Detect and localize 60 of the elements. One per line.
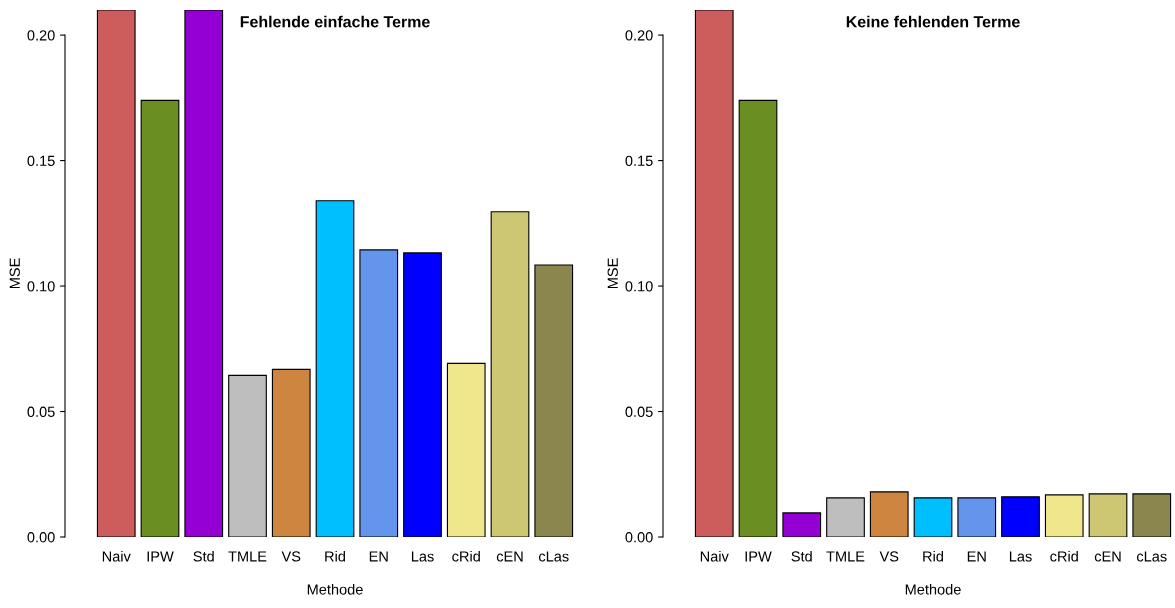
bar — [140, 99, 180, 537]
bar — [403, 252, 442, 537]
bar — [490, 211, 530, 537]
x-tick-label: cLas — [1136, 551, 1167, 562]
x-tick-label: cRid — [1050, 550, 1078, 562]
bar — [1044, 494, 1084, 537]
x-tick-label: EN — [369, 551, 388, 562]
y-tick-label: 0.10 — [625, 281, 653, 292]
y-tick-label: 0.20 — [27, 30, 55, 41]
x-tick-label: TMLE — [826, 551, 865, 562]
bar — [271, 368, 311, 537]
x-tick-label: cRid — [452, 550, 480, 562]
y-axis-title: MSE — [607, 258, 618, 289]
x-tick-label: Las — [411, 551, 434, 562]
y-tick-label: 0.15 — [27, 155, 55, 166]
y-tick-label: 0.00 — [625, 532, 653, 543]
x-tick-label: IPW — [147, 551, 174, 562]
x-tick-label: Rid — [923, 550, 943, 562]
bar — [782, 512, 822, 537]
x-tick-label: Rid — [325, 550, 345, 562]
bar — [184, 10, 224, 537]
x-axis-title: Methode — [307, 583, 363, 595]
x-tick-label: Naiv — [102, 550, 131, 562]
x-tick-label: Std — [193, 550, 214, 562]
bar — [228, 374, 267, 537]
bar — [359, 249, 399, 537]
y-tick-label: 0.05 — [27, 406, 55, 417]
y-tick-label: 0.05 — [625, 406, 653, 417]
x-tick-label: cLas — [538, 551, 569, 562]
bar — [913, 497, 953, 537]
bar — [1132, 493, 1172, 537]
x-tick-label: VS — [281, 551, 301, 562]
bar — [1001, 496, 1040, 537]
y-tick-label: 0.20 — [625, 30, 653, 41]
y-tick-label: 0.00 — [27, 532, 55, 543]
y-axis-title: MSE — [9, 258, 20, 289]
y-tick-label: 0.15 — [625, 155, 653, 166]
x-tick-label: Naiv — [700, 550, 729, 562]
x-axis-title: Methode — [905, 583, 961, 595]
x-tick-label: TMLE — [228, 551, 267, 562]
x-tick-label: Las — [1009, 551, 1032, 562]
bar — [694, 10, 734, 537]
bar — [869, 491, 909, 537]
x-tick-label: cEN — [1094, 551, 1121, 562]
bar — [534, 264, 574, 537]
y-tick-label: 0.10 — [27, 281, 55, 292]
bar — [1088, 493, 1128, 537]
chart-title: Fehlende einfache Terme — [240, 15, 430, 28]
bar — [826, 497, 865, 537]
bar — [738, 99, 778, 537]
chart-title: Keine fehlenden Terme — [846, 15, 1020, 28]
x-tick-label: VS — [879, 551, 899, 562]
x-tick-label: EN — [967, 551, 986, 562]
bar — [96, 10, 136, 537]
bar — [957, 497, 997, 537]
bar — [315, 200, 355, 537]
x-tick-label: cEN — [496, 551, 523, 562]
x-tick-label: Std — [791, 550, 812, 562]
bar — [446, 362, 486, 537]
x-tick-label: IPW — [745, 551, 772, 562]
